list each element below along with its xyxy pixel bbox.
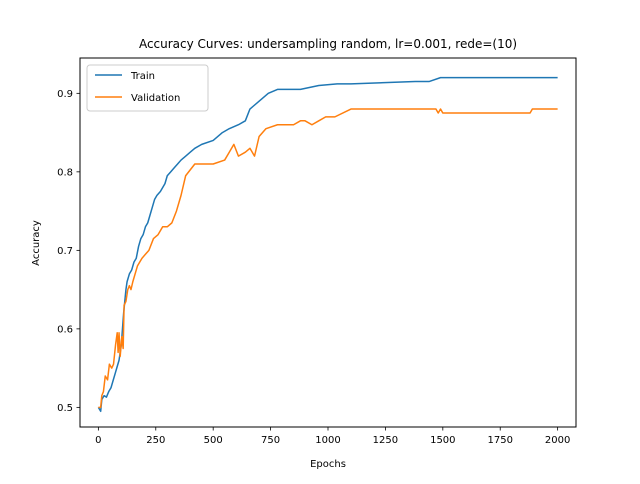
x-tick-label: 2000 <box>545 435 570 446</box>
x-tick-label: 1750 <box>487 435 512 446</box>
x-tick-label: 500 <box>204 435 223 446</box>
series-layer <box>97 76 558 413</box>
y-tick-label: 0.6 <box>57 324 73 335</box>
series-line-train <box>97 76 558 413</box>
legend: Train Validation <box>86 64 209 112</box>
y-axis-label: Accuracy <box>31 220 42 266</box>
x-axis: 0 250 500 750 1000 1250 1500 1750 2000 <box>95 427 570 446</box>
y-tick-label: 0.5 <box>57 403 73 414</box>
legend-validation-label: Validation <box>131 93 180 104</box>
legend-train-label: Train <box>130 71 155 82</box>
y-axis: 0.5 0.6 0.7 0.8 0.9 <box>57 89 80 414</box>
y-tick-label: 0.7 <box>57 246 73 257</box>
series-line-validation <box>98 108 558 409</box>
y-tick-label: 0.8 <box>57 167 73 178</box>
x-tick-label: 1000 <box>315 435 340 446</box>
y-tick-label: 0.9 <box>57 89 73 100</box>
chart-title: Accuracy Curves: undersampling random, l… <box>139 37 517 51</box>
x-tick-label: 250 <box>146 435 165 446</box>
plot-frame <box>79 57 577 428</box>
legend-box <box>86 64 209 112</box>
x-axis-label: Epochs <box>310 459 346 470</box>
x-tick-label: 750 <box>261 435 280 446</box>
x-tick-label: 1250 <box>373 435 398 446</box>
x-tick-label: 0 <box>95 435 101 446</box>
x-tick-label: 1500 <box>430 435 455 446</box>
plot-area <box>80 58 576 427</box>
